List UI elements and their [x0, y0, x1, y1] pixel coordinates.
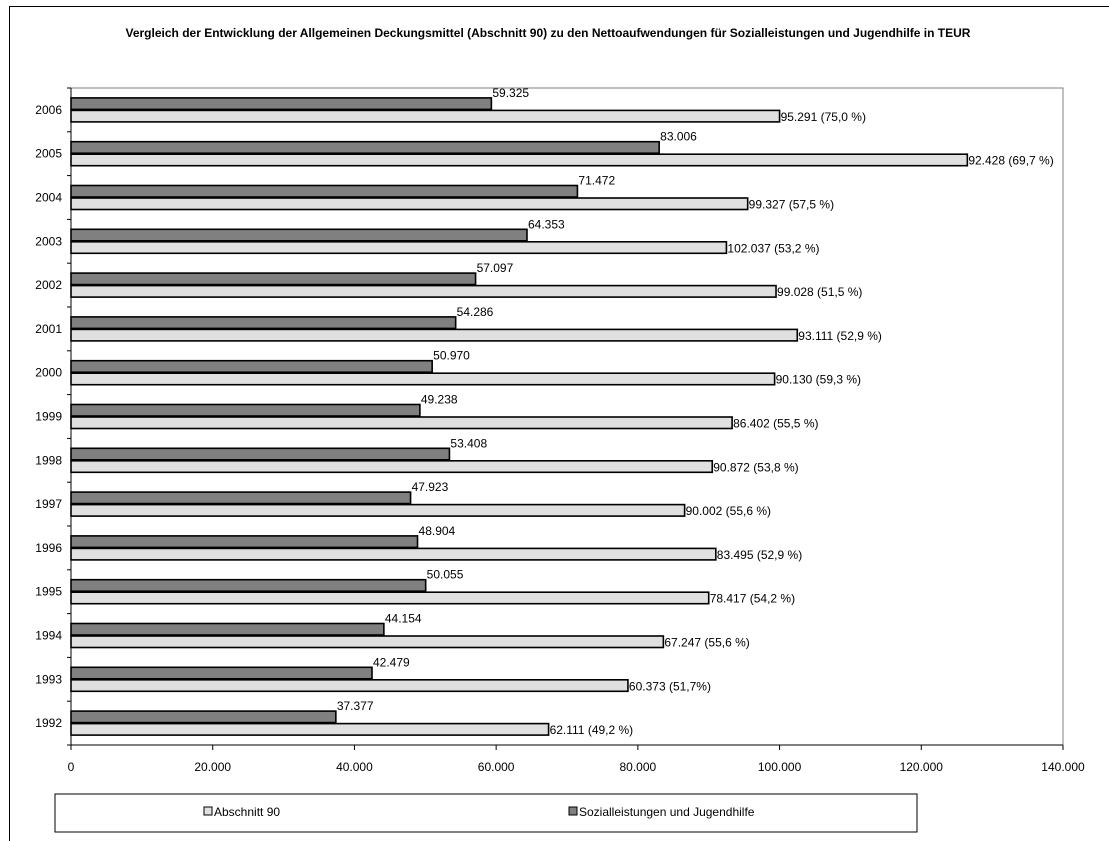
data-label-abschnitt-90-1998: 90.872 (53,8 %) [713, 460, 798, 474]
data-label-sozialleistungen-und-jugendhilfe-1998: 53.408 [450, 436, 487, 450]
data-label-sozialleistungen-und-jugendhilfe-1994: 44.154 [385, 612, 422, 626]
data-label-abschnitt-90-1993: 60.373 (51,7%) [629, 679, 711, 693]
data-label-abschnitt-90-2003: 102.037 (53,2 %) [727, 241, 819, 255]
data-label-abschnitt-90-1995: 78.417 (54,2 %) [710, 592, 795, 606]
bar-sozialleistungen-und-jugendhilfe-1996 [70, 535, 419, 549]
bar-sozialleistungen-und-jugendhilfe-1998 [70, 447, 451, 461]
bar-sozialleistungen-und-jugendhilfe-2001 [70, 316, 457, 330]
data-labels: 59.325 95.291 (75,0 %) 83.006 92.428 (69,7 … [337, 86, 1054, 737]
bar-sozialleistungen-und-jugendhilfe-1995 [70, 578, 427, 593]
x-tick-label: 80.000 [620, 760, 657, 774]
y-axis: 2006 2005 2004 2003 2002 2001 2000 1999 1998 1997… [35, 87, 72, 746]
y-tick-label: 1993 [35, 672, 62, 686]
bar-sozialleistungen-und-jugendhilfe-2006 [70, 97, 493, 111]
y-tick-label: 2003 [35, 234, 62, 248]
legend-label-sozialleistungen: Sozialleistungen und Jugendhilfe [579, 805, 755, 819]
bar-sozialleistungen-und-jugendhilfe-2003 [70, 228, 528, 242]
data-label-sozialleistungen-und-jugendhilfe-2005: 83.006 [660, 130, 697, 144]
bar-abschnitt-90-2000 [70, 372, 776, 386]
bar-abschnitt-90-2006 [70, 109, 781, 123]
data-label-sozialleistungen-und-jugendhilfe-2004: 71.472 [578, 174, 615, 188]
data-label-sozialleistungen-und-jugendhilfe-2006: 59.325 [492, 86, 529, 100]
data-label-abschnitt-90-2002: 99.028 (51,5 %) [777, 285, 862, 299]
bar-sozialleistungen-und-jugendhilfe-2004 [70, 184, 579, 198]
legend-box [54, 793, 918, 833]
x-tick-label: 140.000 [1041, 760, 1085, 774]
bar-sozialleistungen-und-jugendhilfe-2000 [70, 359, 433, 374]
y-tick-label: 1997 [35, 497, 62, 511]
data-label-abschnitt-90-2000: 90.130 (59,3 %) [776, 373, 861, 387]
bar-abschnitt-90-2005 [70, 153, 969, 167]
data-label-abschnitt-90-1994: 67.247 (55,6 %) [664, 636, 749, 650]
bar-sozialleistungen-und-jugendhilfe-1994 [70, 622, 385, 636]
chart-title: Vergleich der Entwicklung der Allgemeine… [126, 26, 971, 40]
data-label-sozialleistungen-und-jugendhilfe-1999: 49.238 [421, 393, 458, 407]
bars [70, 97, 969, 736]
bar-sozialleistungen-und-jugendhilfe-1999 [70, 403, 421, 417]
legend-swatch-sozialleistungen [568, 806, 578, 816]
y-tick-label: 1996 [35, 541, 62, 555]
x-tick-label: 40.000 [336, 760, 373, 774]
y-tick-label: 2004 [35, 191, 62, 205]
legend-swatch-abschnitt-90 [203, 806, 213, 816]
bar-abschnitt-90-1998 [70, 459, 714, 474]
bar-sozialleistungen-und-jugendhilfe-1993 [70, 666, 373, 680]
data-label-abschnitt-90-1997: 90.002 (55,6 %) [686, 504, 771, 518]
legend-label-abschnitt-90: Abschnitt 90 [214, 805, 280, 819]
bar-chart: Vergleich der Entwicklung der Allgemeine… [9, 6, 1109, 841]
x-tick-label: 20.000 [194, 760, 231, 774]
y-tick-label: 2005 [35, 147, 62, 161]
data-label-sozialleistungen-und-jugendhilfe-1993: 42.479 [373, 655, 410, 669]
y-tick-label: 1992 [35, 716, 62, 730]
bar-abschnitt-90-2001 [70, 328, 799, 342]
data-label-abschnitt-90-1992: 62.111 (49,2 %) [550, 723, 634, 737]
y-tick-label: 2000 [35, 366, 62, 380]
data-label-abschnitt-90-2001: 93.111 (52,9 %) [798, 329, 882, 343]
legend: Abschnitt 90 Sozialleistungen und Jugend… [54, 793, 918, 833]
x-tick-label: 120.000 [900, 760, 944, 774]
data-label-abschnitt-90-2006: 95.291 (75,0 %) [781, 110, 866, 124]
bar-abschnitt-90-1995 [70, 591, 710, 605]
data-label-sozialleistungen-und-jugendhilfe-1996: 48.904 [419, 524, 456, 538]
bar-abschnitt-90-1997 [70, 503, 686, 517]
bar-abschnitt-90-1994 [70, 635, 665, 649]
data-label-sozialleistungen-und-jugendhilfe-2001: 54.286 [457, 305, 494, 319]
data-label-sozialleistungen-und-jugendhilfe-1995: 50.055 [427, 568, 464, 582]
chart-frame: Vergleich der Entwicklung der Allgemeine… [9, 6, 1109, 841]
bar-abschnitt-90-1992 [70, 722, 550, 736]
data-label-abschnitt-90-2005: 92.428 (69,7 %) [968, 154, 1053, 168]
bar-abschnitt-90-2002 [70, 284, 777, 298]
y-tick-label: 2001 [35, 322, 62, 336]
bar-abschnitt-90-1996 [70, 547, 717, 561]
data-label-sozialleistungen-und-jugendhilfe-2000: 50.970 [433, 349, 470, 363]
data-label-sozialleistungen-und-jugendhilfe-2003: 64.353 [528, 217, 565, 231]
x-tick-label: 60.000 [478, 760, 515, 774]
y-tick-label: 1994 [35, 629, 62, 643]
bar-abschnitt-90-1993 [70, 678, 629, 693]
x-axis: 0 20.000 40.000 60.000 80.000 100.000 120.000 1… [68, 744, 1085, 774]
data-label-abschnitt-90-1999: 86.402 (55,5 %) [733, 417, 818, 431]
data-label-abschnitt-90-2004: 99.327 (57,5 %) [749, 198, 834, 212]
bar-sozialleistungen-und-jugendhilfe-2002 [70, 272, 477, 286]
bar-sozialleistungen-und-jugendhilfe-2005 [70, 140, 660, 154]
bar-abschnitt-90-2004 [70, 197, 749, 211]
y-tick-label: 1999 [35, 410, 62, 424]
data-label-sozialleistungen-und-jugendhilfe-2002: 57.097 [477, 261, 514, 275]
bar-abschnitt-90-2003 [70, 241, 728, 255]
data-label-sozialleistungen-und-jugendhilfe-1997: 47.923 [412, 480, 449, 494]
bar-abschnitt-90-1999 [70, 416, 733, 430]
x-tick-label: 100.000 [758, 760, 802, 774]
data-label-sozialleistungen-und-jugendhilfe-1992: 37.377 [337, 699, 374, 713]
y-tick-label: 1998 [35, 453, 62, 467]
bar-sozialleistungen-und-jugendhilfe-1992 [70, 710, 337, 724]
data-label-abschnitt-90-1996: 83.495 (52,9 %) [717, 548, 802, 562]
bar-sozialleistungen-und-jugendhilfe-1997 [70, 491, 412, 505]
x-tick-label: 0 [68, 760, 75, 774]
y-tick-label: 1995 [35, 585, 62, 599]
y-tick-label: 2002 [35, 278, 62, 292]
y-tick-label: 2006 [35, 103, 62, 117]
